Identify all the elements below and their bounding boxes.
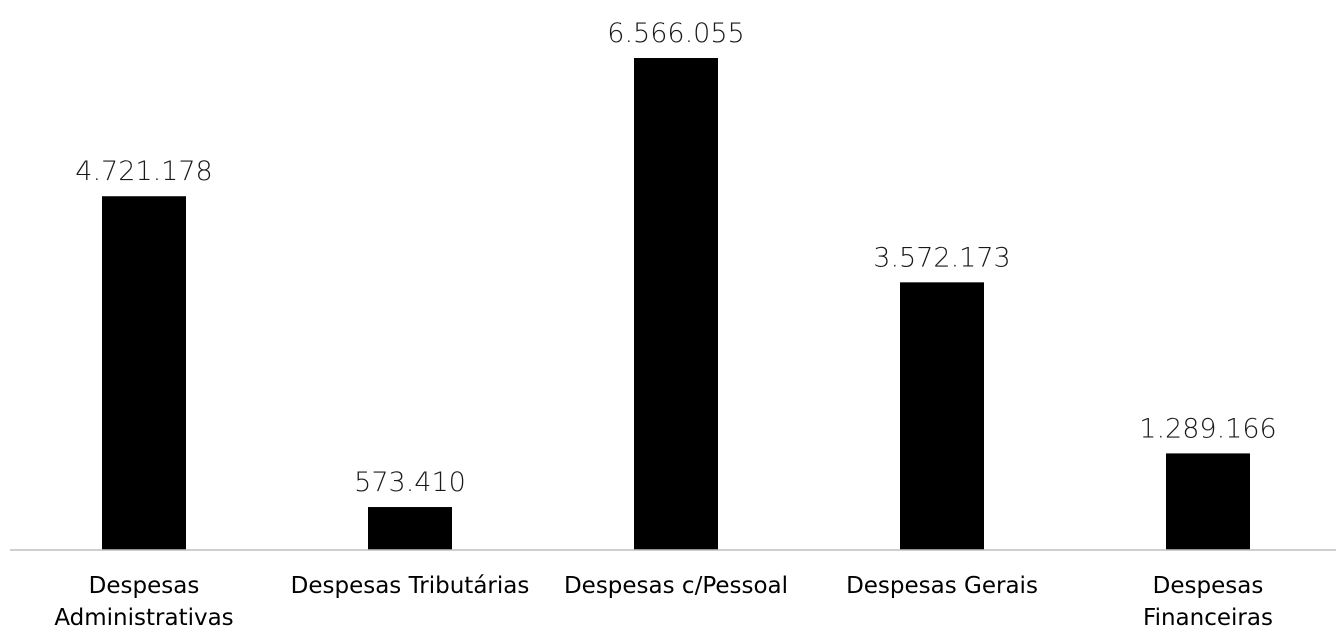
bar-4 bbox=[1166, 453, 1250, 550]
category-label-3-line-0: Despesas Gerais bbox=[846, 573, 1038, 599]
category-label-1: Despesas Tributárias bbox=[291, 573, 530, 599]
value-label-2: 6.566.055 bbox=[607, 18, 744, 49]
value-label-4: 1.289.166 bbox=[1139, 413, 1276, 444]
bar-2 bbox=[634, 58, 718, 550]
bar-0 bbox=[102, 196, 186, 551]
value-label-0: 4.721.178 bbox=[75, 156, 212, 187]
category-label-4: Despesas Financeiras bbox=[1143, 573, 1273, 631]
category-label-2-line-0: Despesas c/Pessoal bbox=[564, 573, 788, 599]
bar-1 bbox=[368, 507, 452, 550]
category-label-0: Despesas Administrativas bbox=[54, 573, 233, 631]
bar-3 bbox=[900, 282, 984, 550]
value-label-3: 3.572.173 bbox=[873, 242, 1010, 273]
value-labels-group: 4.721.178 573.410 6.566.055 3.572.173 1.289.… bbox=[75, 18, 1276, 498]
category-label-1-line-0: Despesas Tributárias bbox=[291, 573, 530, 599]
category-label-4-line-0: Despesas bbox=[1153, 573, 1264, 599]
category-labels-group: Despesas Administrativas Despesas Tributár… bbox=[54, 573, 1273, 631]
category-label-3: Despesas Gerais bbox=[846, 573, 1038, 599]
category-label-0-line-1: Administrativas bbox=[54, 605, 233, 631]
category-label-0-line-0: Despesas bbox=[89, 573, 200, 599]
category-label-2: Despesas c/Pessoal bbox=[564, 573, 788, 599]
bars-group bbox=[102, 58, 1250, 551]
value-label-1: 573.410 bbox=[354, 467, 466, 498]
category-label-4-line-1: Financeiras bbox=[1143, 605, 1273, 631]
